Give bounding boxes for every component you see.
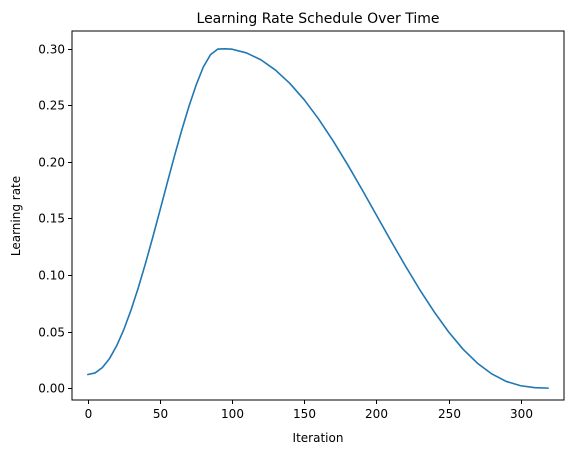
series-line: [87, 47, 549, 389]
y-tick-label: 0.15: [38, 212, 65, 226]
x-tick-label: 200: [365, 407, 388, 421]
y-tick-label: 0.30: [38, 43, 65, 57]
x-tick-label: 300: [510, 407, 533, 421]
x-tick-label: 100: [221, 407, 244, 421]
y-tick-label: 0.20: [38, 156, 65, 170]
y-tick-label: 0.00: [38, 382, 65, 396]
series-layer: [87, 47, 549, 389]
x-tick-label: 250: [438, 407, 461, 421]
x-tick-label: 0: [85, 407, 93, 421]
x-tick-label: 150: [293, 407, 316, 421]
y-tick-label: 0.05: [38, 326, 65, 340]
plot-frame: [71, 30, 565, 401]
chart-title: Learning Rate Schedule Over Time: [197, 11, 440, 27]
y-axis-label: Learning rate: [9, 176, 23, 256]
x-axis-label: Iteration: [293, 431, 344, 445]
x-tick-label: 50: [153, 407, 168, 421]
y-tick-label: 0.10: [38, 269, 65, 283]
y-tick-label: 0.25: [38, 99, 65, 113]
tick-layer: 0 50 100 150 200 250 300 0.00 0.05 0.10 0.15 0.20 0.…: [38, 43, 533, 422]
